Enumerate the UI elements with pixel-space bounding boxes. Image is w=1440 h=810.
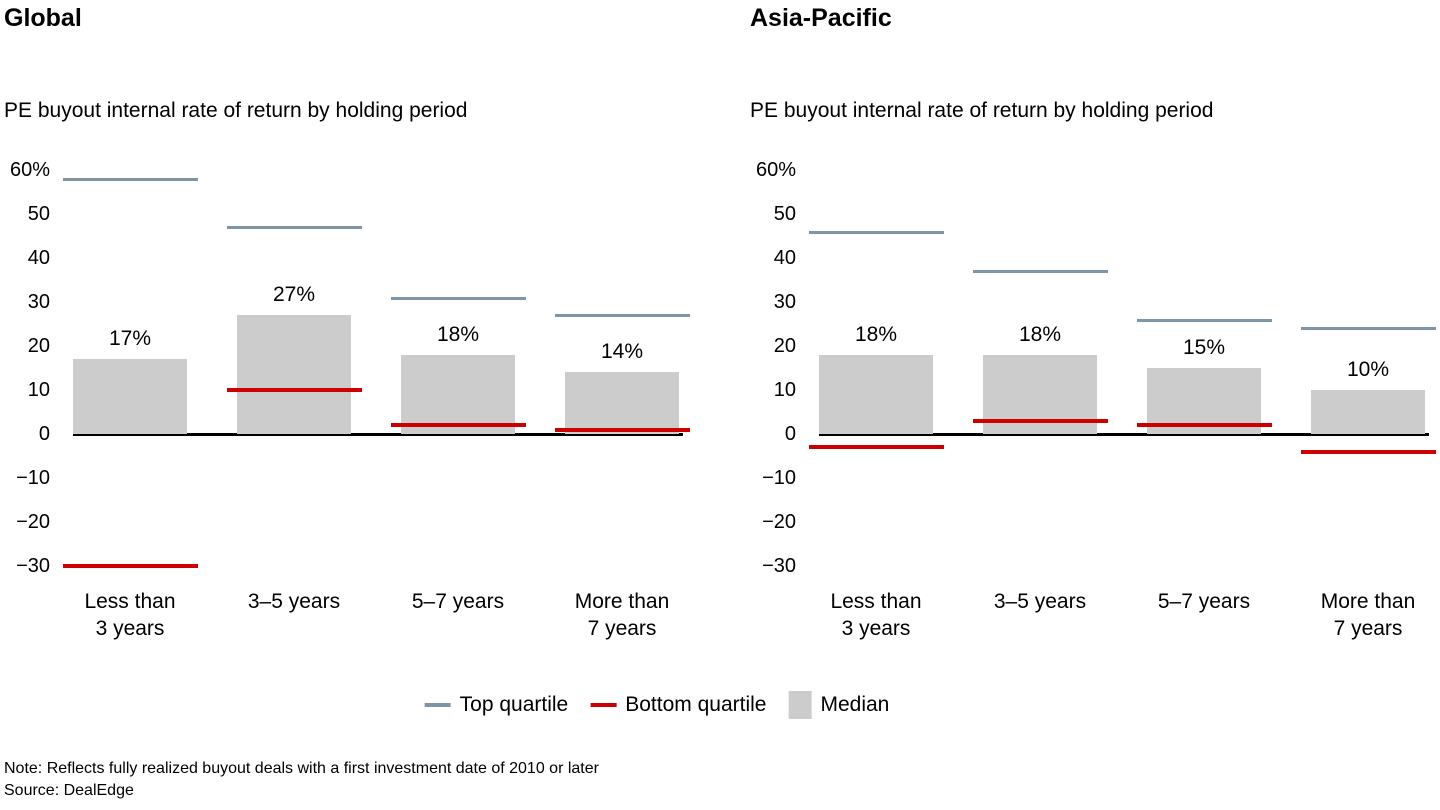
y-axis-tick-label: −20 xyxy=(762,511,796,533)
top-quartile-line xyxy=(554,314,690,318)
category-label: 5–7 years xyxy=(411,590,505,613)
bottom-quartile-line xyxy=(554,427,690,432)
footnote-source: Source: DealEdge xyxy=(4,782,134,799)
legend-item-median: Median xyxy=(788,691,889,719)
median-value-label: 18% xyxy=(854,322,898,346)
chart-footnote: Note: Reflects fully realized buyout dea… xyxy=(4,758,599,802)
category-label: 3–5 years xyxy=(247,590,341,613)
bottom-quartile-line xyxy=(390,423,526,428)
median-bar xyxy=(1311,390,1425,434)
y-axis-tick-label: 0 xyxy=(784,423,796,445)
y-axis-tick-label: 30 xyxy=(773,291,796,313)
top-quartile-line xyxy=(226,226,362,230)
legend-label-bottom-quartile: Bottom quartile xyxy=(625,693,767,716)
chart-subtitle-asia-pacific: PE buyout internal rate of return by hol… xyxy=(750,99,1214,122)
chart-legend: Top quartile Bottom quartile Median xyxy=(424,691,889,719)
category-label: More than 7 years xyxy=(1320,590,1416,640)
chart-title-global: Global xyxy=(4,4,82,32)
bottom-quartile-line xyxy=(1136,423,1272,428)
median-bar xyxy=(565,372,679,434)
category-label: Less than 3 years xyxy=(84,590,176,640)
y-axis-tick-label: 20 xyxy=(27,335,50,357)
bottom-quartile-line xyxy=(226,388,362,392)
top-quartile-line xyxy=(62,177,198,181)
y-axis-tick-label: −10 xyxy=(762,467,796,489)
chart-subtitle-global: PE buyout internal rate of return by hol… xyxy=(4,99,468,122)
median-box-swatch-icon xyxy=(788,691,812,719)
y-axis-tick-label: −10 xyxy=(16,467,50,489)
y-axis-tick-label: −20 xyxy=(16,511,50,533)
legend-label-top-quartile: Top quartile xyxy=(459,693,569,716)
y-axis-tick-label: 10 xyxy=(27,379,50,401)
zero-axis-line xyxy=(73,433,683,436)
top-quartile-line xyxy=(972,270,1108,274)
y-axis-tick-label: 50 xyxy=(773,203,796,225)
category-label: 3–5 years xyxy=(993,590,1087,613)
bottom-quartile-line xyxy=(62,564,198,568)
category-label: 5–7 years xyxy=(1157,590,1251,613)
median-bar xyxy=(73,359,187,434)
bottom-quartile-line xyxy=(1300,449,1436,454)
top-quartile-line xyxy=(1136,318,1272,322)
median-value-label: 18% xyxy=(436,322,480,346)
category-label: More than 7 years xyxy=(574,590,670,640)
y-axis-tick-label: 30 xyxy=(27,291,50,313)
y-axis-tick-label: 60% xyxy=(9,159,50,181)
median-bar xyxy=(819,354,933,434)
median-value-label: 14% xyxy=(600,340,644,364)
y-axis-tick-label: 60% xyxy=(755,159,796,181)
category-label: Less than 3 years xyxy=(830,590,922,640)
y-axis-tick-label: 40 xyxy=(773,247,796,269)
bottom-quartile-line xyxy=(972,418,1108,423)
legend-item-bottom-quartile: Bottom quartile xyxy=(590,693,766,717)
top-quartile-line-swatch-icon xyxy=(424,703,451,707)
y-axis-tick-label: 20 xyxy=(773,335,796,357)
bottom-quartile-line xyxy=(808,445,944,450)
chart-title-asia-pacific: Asia-Pacific xyxy=(750,4,892,32)
chart-panel-global: Global PE buyout internal rate of return… xyxy=(4,0,704,660)
top-quartile-line xyxy=(390,296,526,300)
y-axis-tick-label: 10 xyxy=(773,379,796,401)
y-axis-tick-label: −30 xyxy=(16,555,50,577)
median-bar xyxy=(237,315,351,434)
top-quartile-line xyxy=(1300,327,1436,331)
chart-panel-asia-pacific: Asia-Pacific PE buyout internal rate of … xyxy=(750,0,1440,660)
median-value-label: 27% xyxy=(272,283,316,307)
y-axis-tick-label: −30 xyxy=(762,555,796,577)
y-axis-tick-label: 50 xyxy=(27,203,50,225)
median-bar xyxy=(1147,368,1261,434)
footnote-note: Note: Reflects fully realized buyout dea… xyxy=(4,760,599,777)
zero-axis-line xyxy=(819,433,1429,436)
median-value-label: 15% xyxy=(1182,336,1226,359)
legend-item-top-quartile: Top quartile xyxy=(424,693,569,717)
legend-label-median: Median xyxy=(820,693,890,716)
y-axis-tick-label: 0 xyxy=(38,423,50,445)
y-axis-tick-label: 40 xyxy=(27,247,50,269)
median-value-label: 18% xyxy=(1018,322,1062,346)
median-bar xyxy=(401,354,515,434)
top-quartile-line xyxy=(808,230,944,234)
median-value-label: 10% xyxy=(1346,358,1390,381)
median-value-label: 17% xyxy=(108,327,152,351)
bottom-quartile-line-swatch-icon xyxy=(590,703,617,707)
